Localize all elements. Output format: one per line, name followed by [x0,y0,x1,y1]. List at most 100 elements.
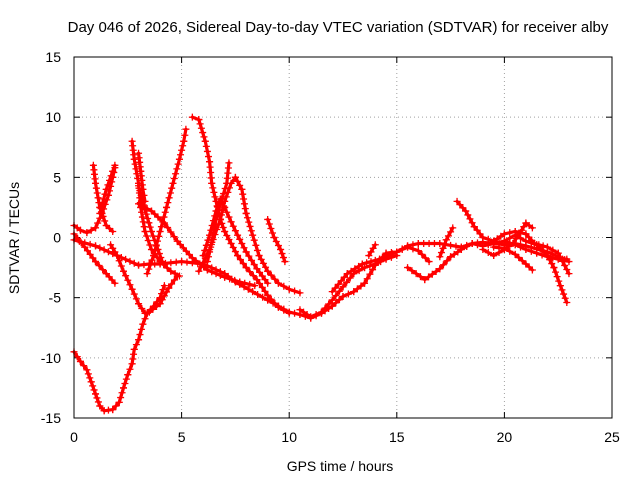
data-point [76,357,84,365]
data-point [271,299,279,307]
data-point [249,272,257,280]
data-point [92,258,100,266]
data-point [96,402,104,410]
y-tick-label: -15 [41,410,61,426]
data-point [479,246,487,254]
data-point [520,223,528,231]
data-point [285,285,293,293]
data-point [251,282,259,290]
data-point [246,268,254,276]
data-point [208,179,216,187]
data-point [102,221,110,229]
data-point [99,212,107,220]
data-point [167,228,175,236]
data-point [96,244,104,252]
data-point [124,276,132,284]
data-point [95,262,103,270]
data-point [135,336,143,344]
data-point [175,155,183,163]
data-point [518,226,526,234]
data-point [452,242,460,250]
data-point [321,304,329,312]
data-point [173,165,181,173]
data-point [246,280,254,288]
data-point [554,249,562,257]
data-point [225,213,233,221]
data-point [522,246,530,254]
data-point [371,256,379,264]
data-point [221,184,229,192]
data-point [135,182,143,190]
data-point [130,290,138,298]
data-point [203,258,211,266]
data-point [179,244,187,252]
data-point [552,268,560,276]
data-point [160,282,168,290]
data-point [550,264,558,272]
data-point [522,237,530,245]
data-point [106,176,114,184]
data-point [155,250,163,258]
data-point [257,255,265,263]
data-point [115,257,123,265]
data-point [447,253,455,261]
data-point [174,160,182,168]
data-point [148,256,156,264]
data-point [225,236,233,244]
data-point [267,271,275,279]
data-point [412,270,420,278]
data-point [188,113,196,121]
data-point [117,262,125,270]
x-axis-label: GPS time / hours [287,458,394,474]
data-point [86,374,94,382]
data-point [199,252,207,260]
data-point [328,302,336,310]
series-track-8 [128,137,183,280]
data-point [238,185,246,193]
data-point [296,306,304,314]
data-point [558,286,566,294]
data-point [229,222,237,230]
data-point [141,309,149,317]
data-point [130,350,138,358]
data-point [241,279,249,287]
data-point [130,345,138,353]
data-point [211,220,219,228]
data-point [83,229,91,237]
data-point [337,277,345,285]
data-point [500,237,508,245]
data-point [227,240,235,248]
data-point [109,244,117,252]
data-point [252,241,260,249]
data-point [83,247,91,255]
data-point [242,264,250,272]
data-point [245,252,253,260]
x-tick-label: 25 [604,429,620,445]
data-point [250,236,258,244]
data-point [111,248,119,256]
x-tick-label: 0 [70,429,78,445]
data-point [175,272,183,280]
data-point [109,227,117,235]
data-point [92,184,100,192]
data-point [258,272,266,280]
data-point [256,268,264,276]
data-point [104,181,112,189]
data-point [231,227,239,235]
data-point [196,120,204,128]
data-point [346,274,354,282]
data-point [479,234,487,241]
data-point [163,203,171,211]
data-point [145,219,153,227]
data-point [92,242,100,250]
data-point [160,292,168,300]
data-point [361,264,369,272]
data-point [473,226,481,234]
data-point [409,245,417,253]
data-point [92,224,100,232]
data-point [139,202,147,210]
data-point [182,125,190,133]
data-point [128,285,136,293]
data-point [220,190,228,198]
data-point [86,250,94,258]
